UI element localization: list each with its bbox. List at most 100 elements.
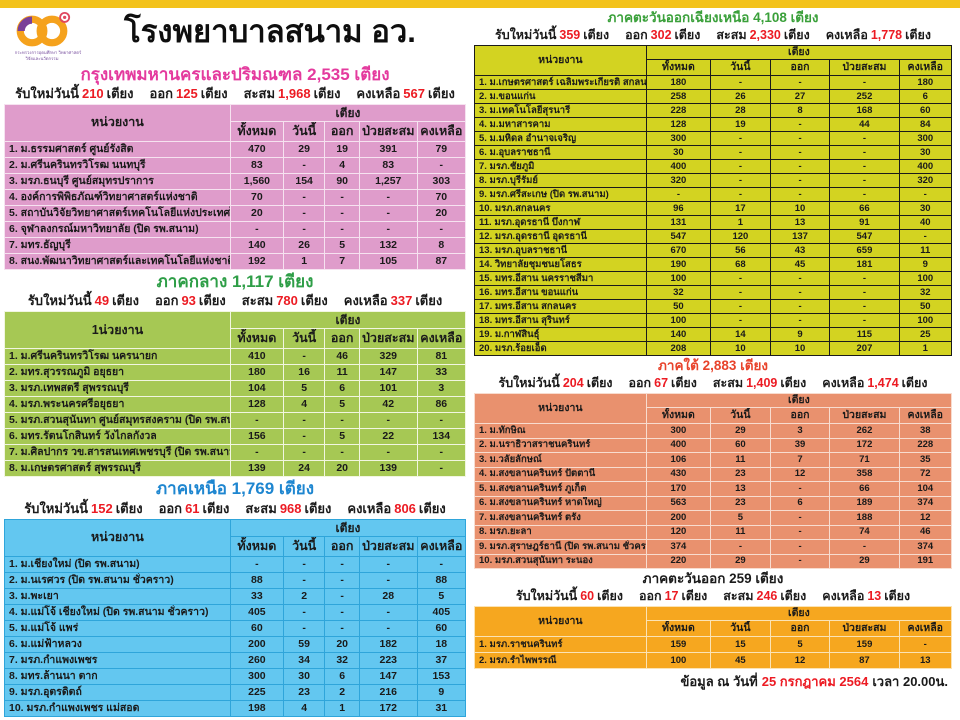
cell-value: 207 — [829, 341, 900, 357]
cell-value: 192 — [229, 252, 284, 270]
cell-value: 29 — [829, 553, 900, 570]
cell-value: - — [769, 481, 831, 497]
cell-value: 182 — [358, 635, 418, 653]
cell-value: 106 — [645, 452, 712, 468]
cell-value: - — [324, 204, 360, 222]
cell-value: 154 — [282, 172, 326, 190]
cell-value: - — [898, 636, 953, 654]
unit-name: 2. ม.นราธิวาสราชนครินทร์ — [474, 437, 647, 454]
cell-value: - — [710, 313, 771, 329]
cell-value: 22 — [358, 428, 418, 446]
table-header-row: หน่วยงาน เตียง — [4, 518, 467, 557]
cell-value: 220 — [645, 553, 712, 570]
cell-value: 391 — [358, 140, 418, 158]
col-header: คงเหลือ — [416, 535, 467, 557]
stat-cum: สะสม 1,968 เตียง — [243, 85, 341, 101]
cell-value: - — [282, 555, 326, 573]
table-row: 7. มรภ.กำแพงเพชร 260 34 32 223 37 — [4, 651, 467, 669]
unit-column-header: หน่วยงาน — [474, 606, 647, 638]
stat-out: ออก 67 เตียง — [628, 375, 697, 390]
cell-value: 10 — [769, 201, 831, 217]
col-header: คงเหลือ — [416, 120, 467, 142]
section-title: กรุงเทพมหานครและปริมณฑล 2,535 เตียง — [80, 64, 390, 84]
cell-value: - — [324, 619, 360, 637]
cell-value: 5 — [710, 510, 771, 526]
col-header: คงเหลือ — [898, 620, 953, 638]
cell-value: 153 — [416, 667, 467, 685]
unit-name: 2. มทร.สุวรรณภูมิ อยุธยา — [4, 364, 231, 382]
unit-name: 9. มรภ.ศรีสะเกษ (ปิด รพ.สนาม) — [474, 187, 647, 203]
cell-value: 25 — [898, 327, 953, 343]
beds-group-header: เตียง — [229, 103, 467, 122]
cell-value: - — [358, 619, 418, 637]
table-row: 14. วิทยาลัยชุมชนยโสธร 190 68 45 181 9 — [474, 257, 953, 273]
cell-value: 128 — [229, 396, 284, 414]
stat-out: ออก 125 เตียง — [149, 85, 228, 101]
table-row: 18. มทร.อีสาน สุรินทร์ 100- - -100 — [474, 313, 953, 329]
table-row: 19. ม.กาฬสินธุ์ 140 14 9 115 25 — [474, 327, 953, 343]
cell-value: 258 — [645, 89, 712, 105]
col-header: ออก — [324, 328, 360, 350]
cell-value: 159 — [645, 636, 712, 654]
col-header: ป่วยสะสม — [829, 407, 900, 425]
beds-table: หน่วยงาน เตียง ทั้งหมด วันนี้ ออก ป่วยสะสมค… — [4, 518, 467, 717]
cell-value: 83 — [358, 156, 418, 174]
cell-value: 68 — [710, 257, 771, 273]
cell-value: 3 — [416, 380, 467, 398]
cell-value: 147 — [358, 364, 418, 382]
cell-value: 4 — [324, 156, 360, 174]
col-header: วันนี้ — [282, 328, 326, 350]
cell-value: 3 — [769, 423, 831, 439]
cell-value: 223 — [358, 651, 418, 669]
table-row: 6. มทร.รัตนโกสินทร์ วังไกลกังวล 156-5 22 13… — [4, 428, 467, 446]
cell-value: 28 — [358, 587, 418, 605]
cell-value: - — [769, 131, 831, 147]
cell-value: 225 — [229, 683, 284, 701]
cell-value: 405 — [229, 603, 284, 621]
cell-value: 140 — [645, 327, 712, 343]
col-header: วันนี้ — [282, 120, 326, 142]
cell-value: 252 — [829, 89, 900, 105]
unit-name: 7. มทร.ธัญบุรี — [4, 236, 231, 254]
cell-value: 2 — [324, 683, 360, 701]
cell-value: 400 — [645, 159, 712, 175]
cell-value: - — [358, 603, 418, 621]
cell-value: 11 — [710, 452, 771, 468]
cell-value: - — [282, 204, 326, 222]
logo-caption-line1: กระทรวงการอุดมศึกษา วิทยาศาสตร์ — [14, 50, 82, 56]
cell-value: 1 — [282, 252, 326, 270]
cell-value: 547 — [829, 229, 900, 245]
col-header: คงเหลือ — [898, 407, 953, 425]
cell-value: - — [829, 539, 900, 555]
unit-name: 10. มรภ.สกลนคร — [474, 201, 647, 217]
unit-name: 8. สนง.พัฒนาวิทยาศาสตร์และเทคโนโลยีแห่งช… — [4, 252, 231, 270]
cell-value: 5 — [416, 587, 467, 605]
table-header-row: 1น่วยงาน เตียง — [4, 311, 467, 350]
cell-value: - — [769, 145, 831, 161]
beds-table: หน่วยงาน เตียง ทั้งหมด วันนี้ ออก ป่วยสะสมค… — [474, 393, 953, 570]
cell-value: - — [358, 204, 418, 222]
table-row: 8. ม.เกษตรศาสตร์ สุพรรณบุรี 139 24 20 139- — [4, 460, 467, 478]
cell-value: - — [416, 412, 467, 430]
stat-new: รับใหม่วันนี้ 152 เตียง — [24, 500, 143, 516]
unit-column-header: หน่วยงาน — [474, 45, 647, 77]
col-header: ทั้งหมด — [229, 535, 284, 557]
unit-name: 6. ม.แม่ฟ้าหลวง — [4, 635, 231, 653]
section-stats: รับใหม่วันนี้ 210 เตียง ออก 125 เตียง สะสม 1,96… — [4, 85, 466, 103]
cell-value: 56 — [710, 243, 771, 259]
unit-name: 1. ม.เกษตรศาสตร์ เฉลิมพระเกียรติ สกลนคร — [474, 75, 647, 91]
cell-value: - — [829, 285, 900, 301]
cell-value: - — [769, 173, 831, 189]
cell-value: 4 — [282, 699, 326, 717]
cell-value: 6 — [769, 495, 831, 512]
unit-name: 5. สถาบันวิจัยวิทยาศาสตร์เทคโนโลยีแห่งปร… — [4, 204, 231, 222]
cell-value: - — [324, 412, 360, 430]
cell-value: 374 — [645, 539, 712, 555]
cell-value: 45 — [710, 652, 771, 670]
cell-value: - — [416, 220, 467, 238]
cell-value: - — [282, 444, 326, 462]
page-header: กระทรวงการอุดมศึกษา วิทยาศาสตร์ วิจัยและ… — [4, 11, 466, 63]
table-row: 4. ม.แม่โจ้ เชียงใหม่ (ปิด รพ.สนาม ชั่วค… — [4, 603, 467, 621]
table-row: 3. มรภ.ธนบุรี ศูนย์สมุทรปราการ 1,560 154 90… — [4, 172, 467, 190]
